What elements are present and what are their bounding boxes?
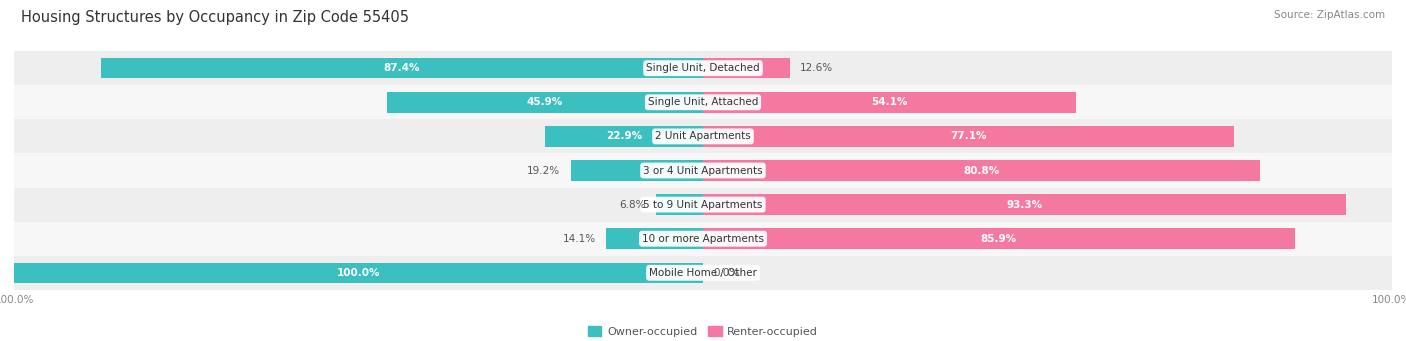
Text: 19.2%: 19.2% (527, 165, 561, 176)
Bar (703, 194, 1346, 215)
Bar (14, 153, 1392, 188)
Text: Single Unit, Detached: Single Unit, Detached (647, 63, 759, 73)
Bar (14, 188, 1392, 222)
Bar (14, 85, 1392, 119)
Text: 100.0%: 100.0% (337, 268, 380, 278)
Text: Single Unit, Attached: Single Unit, Attached (648, 97, 758, 107)
Text: 77.1%: 77.1% (950, 131, 987, 142)
Bar (14, 256, 1392, 290)
Text: 3 or 4 Unit Apartments: 3 or 4 Unit Apartments (643, 165, 763, 176)
Text: Mobile Home / Other: Mobile Home / Other (650, 268, 756, 278)
Legend: Owner-occupied, Renter-occupied: Owner-occupied, Renter-occupied (588, 326, 818, 337)
Bar (101, 58, 703, 78)
Text: 14.1%: 14.1% (562, 234, 596, 244)
Text: Source: ZipAtlas.com: Source: ZipAtlas.com (1274, 10, 1385, 20)
Text: 54.1%: 54.1% (872, 97, 907, 107)
Text: 80.8%: 80.8% (963, 165, 1000, 176)
Bar (703, 58, 790, 78)
Text: 6.8%: 6.8% (619, 199, 645, 210)
Text: 85.9%: 85.9% (981, 234, 1017, 244)
Bar (703, 92, 1076, 113)
Bar (703, 228, 1295, 249)
Text: Housing Structures by Occupancy in Zip Code 55405: Housing Structures by Occupancy in Zip C… (21, 10, 409, 25)
Bar (703, 126, 1234, 147)
Text: 22.9%: 22.9% (606, 131, 643, 142)
Bar (571, 160, 703, 181)
Bar (606, 228, 703, 249)
Text: 5 to 9 Unit Apartments: 5 to 9 Unit Apartments (644, 199, 762, 210)
Bar (703, 160, 1260, 181)
Bar (657, 194, 703, 215)
Bar (14, 222, 1392, 256)
Text: 93.3%: 93.3% (1007, 199, 1042, 210)
Bar (14, 51, 1392, 85)
Text: 12.6%: 12.6% (800, 63, 834, 73)
Text: 0.0%: 0.0% (713, 268, 740, 278)
Bar (14, 263, 703, 283)
Text: 87.4%: 87.4% (384, 63, 420, 73)
Text: 45.9%: 45.9% (527, 97, 562, 107)
Text: 2 Unit Apartments: 2 Unit Apartments (655, 131, 751, 142)
Bar (546, 126, 703, 147)
Text: 10 or more Apartments: 10 or more Apartments (643, 234, 763, 244)
Bar (14, 119, 1392, 153)
Bar (387, 92, 703, 113)
